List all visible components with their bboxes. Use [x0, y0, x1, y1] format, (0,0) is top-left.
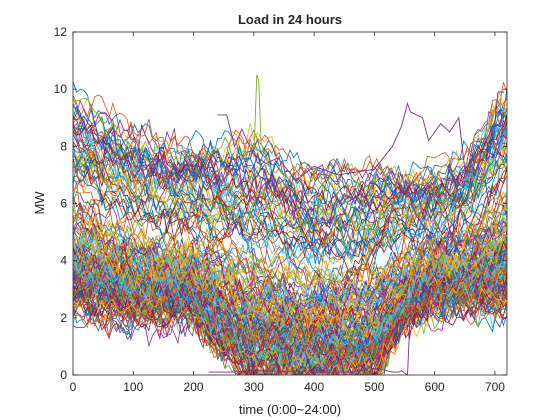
- x-tick-label: 300: [244, 380, 264, 394]
- x-tick-label: 500: [364, 380, 384, 394]
- y-tick-label: 6: [60, 197, 67, 211]
- y-axis-label: MW: [32, 191, 47, 215]
- chart-title: Load in 24 hours: [238, 12, 342, 27]
- x-tick-label: 200: [184, 380, 204, 394]
- y-tick-label: 8: [60, 139, 67, 153]
- x-tick-label: 400: [304, 380, 324, 394]
- x-tick-label: 100: [123, 380, 143, 394]
- x-tick-label: 0: [70, 380, 77, 394]
- x-tick-label: 600: [425, 380, 445, 394]
- x-tick-label: 700: [485, 380, 505, 394]
- x-axis-label: time (0:00~24:00): [239, 402, 341, 417]
- y-tick-label: 12: [54, 25, 68, 39]
- y-tick-label: 10: [54, 82, 68, 96]
- y-tick-label: 0: [60, 368, 67, 382]
- y-tick-label: 2: [60, 311, 67, 325]
- y-tick-label: 4: [60, 254, 67, 268]
